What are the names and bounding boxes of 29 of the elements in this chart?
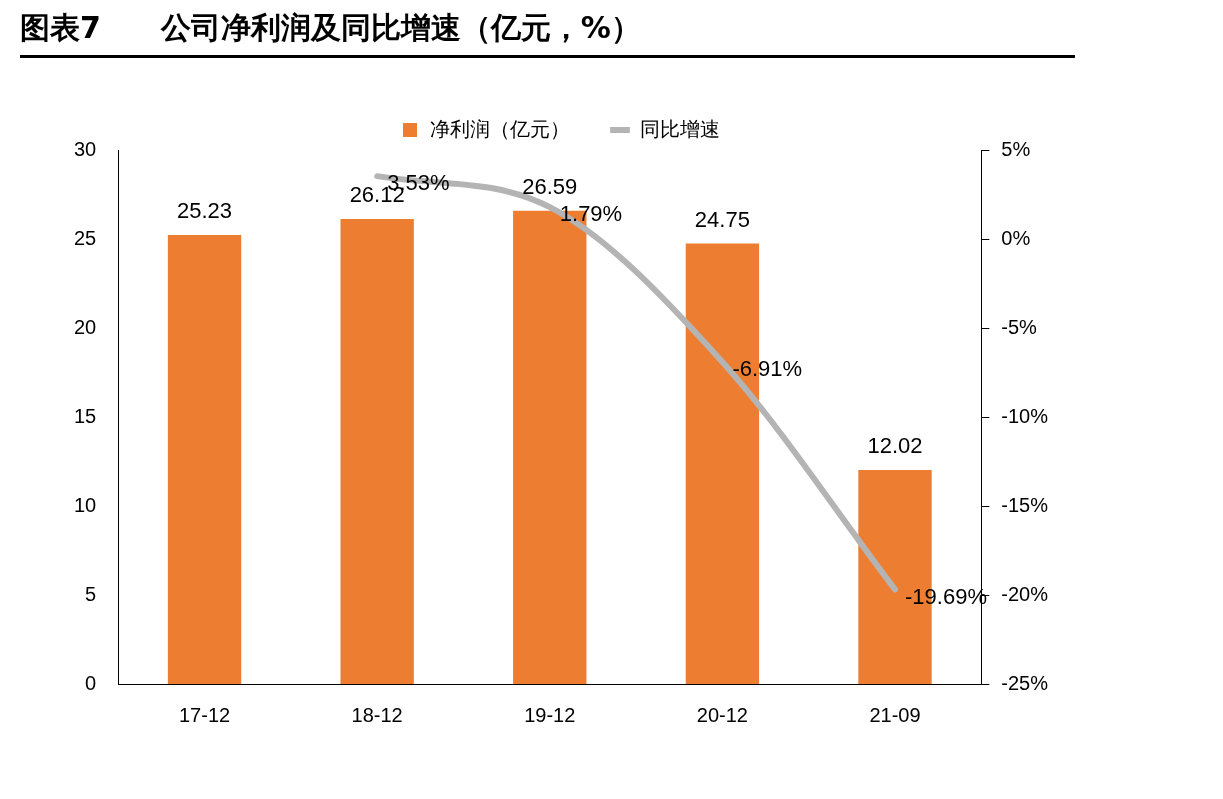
x-tick-label: 21-09 xyxy=(869,703,921,726)
data-label: 24.75 xyxy=(694,206,750,232)
y2-tick-label: 0% xyxy=(1001,226,1031,249)
x-tick-label: 18-12 xyxy=(351,703,403,726)
y2-tick-label: -10% xyxy=(1001,404,1049,427)
y2-tick-label: -25% xyxy=(1001,671,1049,694)
data-label: 25.23 xyxy=(177,197,233,223)
y-tick-label: 25 xyxy=(74,226,97,249)
x-tick-label: 19-12 xyxy=(524,703,576,726)
y-tick-label: 10 xyxy=(74,493,97,516)
x-tick-label: 17-12 xyxy=(178,703,231,726)
y-tick-label: 0 xyxy=(85,671,97,694)
bar xyxy=(167,234,242,684)
bar xyxy=(340,219,414,684)
legend-label: 净利润（亿元） xyxy=(430,117,570,140)
chart-title: 图表7 公司净利润及同比增速（亿元，%） xyxy=(20,8,1075,58)
legend-label: 同比增速 xyxy=(640,117,720,140)
y-tick-label: 30 xyxy=(74,137,97,160)
data-label: 12.02 xyxy=(867,433,923,459)
data-label: 1.79% xyxy=(559,201,623,227)
y-tick-label: 20 xyxy=(74,315,97,338)
y-tick-label: 15 xyxy=(74,404,97,427)
y2-tick-label: -20% xyxy=(1001,582,1049,605)
y2-tick-label: 5% xyxy=(1001,137,1031,160)
y2-tick-label: -5% xyxy=(1001,315,1038,338)
y-tick-label: 5 xyxy=(85,582,97,605)
data-label: 26.59 xyxy=(522,173,578,199)
y2-tick-label: -15% xyxy=(1001,493,1049,516)
x-tick-label: 20-12 xyxy=(696,703,748,726)
